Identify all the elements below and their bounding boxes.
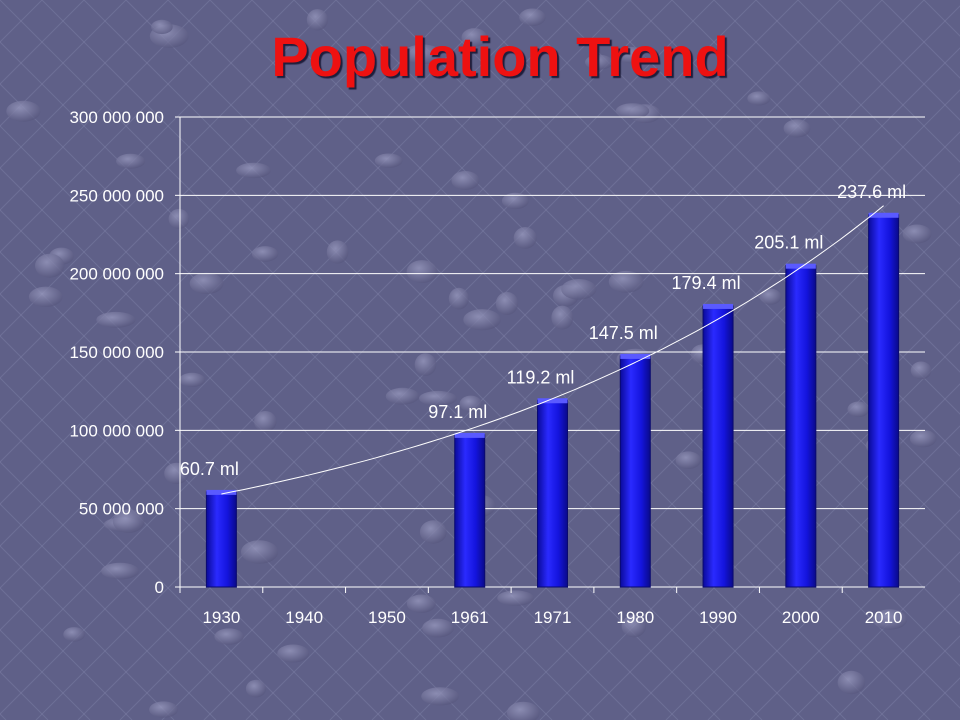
background-dot (902, 224, 932, 244)
background-dot (506, 701, 540, 720)
x-tick-label: 1950 (368, 608, 406, 627)
x-tick-label: 2010 (865, 608, 903, 627)
data-label: 119.2 ml (507, 367, 575, 387)
x-tick-label: 1971 (534, 608, 572, 627)
background-dot (419, 390, 457, 406)
background-dot (872, 609, 908, 630)
y-tick-label: 250 000 000 (69, 186, 164, 205)
background-dot (451, 171, 480, 190)
background-dot (459, 395, 482, 412)
background-dot (463, 309, 501, 331)
background-dot (253, 411, 277, 432)
background-dot (214, 628, 244, 645)
background-dot (406, 594, 436, 613)
background-dot (116, 153, 146, 169)
x-tick-label: 1990 (699, 608, 737, 627)
background-dot (551, 305, 574, 330)
background-dot (149, 701, 179, 718)
background-dot (448, 287, 469, 310)
background-dot (236, 162, 271, 179)
bar (619, 353, 651, 588)
trendline-path (221, 205, 884, 495)
y-tick-label: 0 (155, 578, 164, 597)
background-dot (616, 46, 647, 64)
background-dot (621, 614, 647, 638)
background-dot (837, 670, 866, 695)
y-tick-label: 50 000 000 (79, 500, 164, 519)
bars (205, 212, 900, 588)
background-dot (306, 9, 328, 31)
background-dot (168, 208, 190, 229)
bar (702, 303, 734, 588)
data-label: 179.4 ml (672, 273, 741, 293)
background-dot (374, 153, 403, 168)
bar (205, 489, 237, 588)
background-dot (759, 288, 782, 305)
background-dot (96, 311, 136, 328)
bar (868, 212, 900, 588)
background-dot (419, 520, 447, 544)
background-dot (461, 28, 488, 47)
background-dot (385, 387, 420, 405)
background-dot (326, 240, 349, 264)
data-label: 237.6 ml (837, 182, 906, 202)
page-title: Population Trend (271, 25, 729, 88)
y-tick-label: 200 000 000 (69, 265, 164, 284)
background-dot (112, 509, 145, 533)
background-dot (63, 627, 85, 642)
background-dot (101, 562, 140, 580)
x-tick-label: 2000 (782, 608, 820, 627)
trendline (221, 205, 884, 495)
background-dot (909, 429, 937, 448)
y-tick-label: 150 000 000 (69, 343, 164, 362)
background-dot (561, 279, 597, 300)
data-labels: 60.7 ml 97.1 ml 119.2 ml 147.5 ml 179.4 ml 20… (180, 182, 906, 479)
data-label: 97.1 ml (428, 402, 487, 422)
x-tick-label: 1961 (451, 608, 489, 627)
background-dot (501, 192, 529, 210)
background-dot (240, 540, 279, 564)
background-dot (421, 687, 459, 706)
background-dot (28, 286, 63, 307)
background-dot (608, 270, 644, 293)
x-tick-label: 1980 (616, 608, 654, 627)
x-tick-label: 1930 (202, 608, 240, 627)
y-tick-label: 300 000 000 (69, 108, 164, 127)
background-dot (422, 618, 454, 638)
background-dot (6, 100, 41, 122)
background-dot (615, 103, 650, 119)
tick-labels: 0 50 000 000 100 000 000 150 000 000 200 000… (69, 108, 902, 627)
background-dot (189, 272, 224, 295)
background-dot (245, 679, 267, 698)
background-dot (35, 253, 65, 278)
bar (785, 263, 817, 588)
background-dot (495, 292, 519, 315)
background-dot (406, 260, 438, 284)
background-dot (251, 246, 279, 262)
background-dot (675, 451, 701, 470)
data-label: 147.5 ml (589, 323, 658, 343)
background-dot (164, 462, 189, 485)
y-tick-label: 100 000 000 (69, 421, 164, 440)
data-label: 205.1 ml (754, 233, 823, 253)
background-dot (403, 44, 443, 65)
background-dot (497, 590, 534, 606)
background-dot (151, 19, 173, 34)
bar (537, 398, 568, 588)
x-tick-label: 1940 (285, 608, 323, 627)
data-label: 60.7 ml (180, 459, 239, 479)
background-dot (513, 227, 537, 249)
background-dot (519, 8, 546, 27)
background-dot (585, 54, 613, 70)
background-dot (783, 119, 811, 138)
background-dot (910, 361, 932, 380)
background-dot (747, 91, 771, 106)
background-dot (179, 372, 206, 387)
background-dot (847, 401, 870, 418)
bar (454, 432, 486, 588)
background-dot (414, 353, 437, 376)
background-dot (277, 644, 310, 663)
